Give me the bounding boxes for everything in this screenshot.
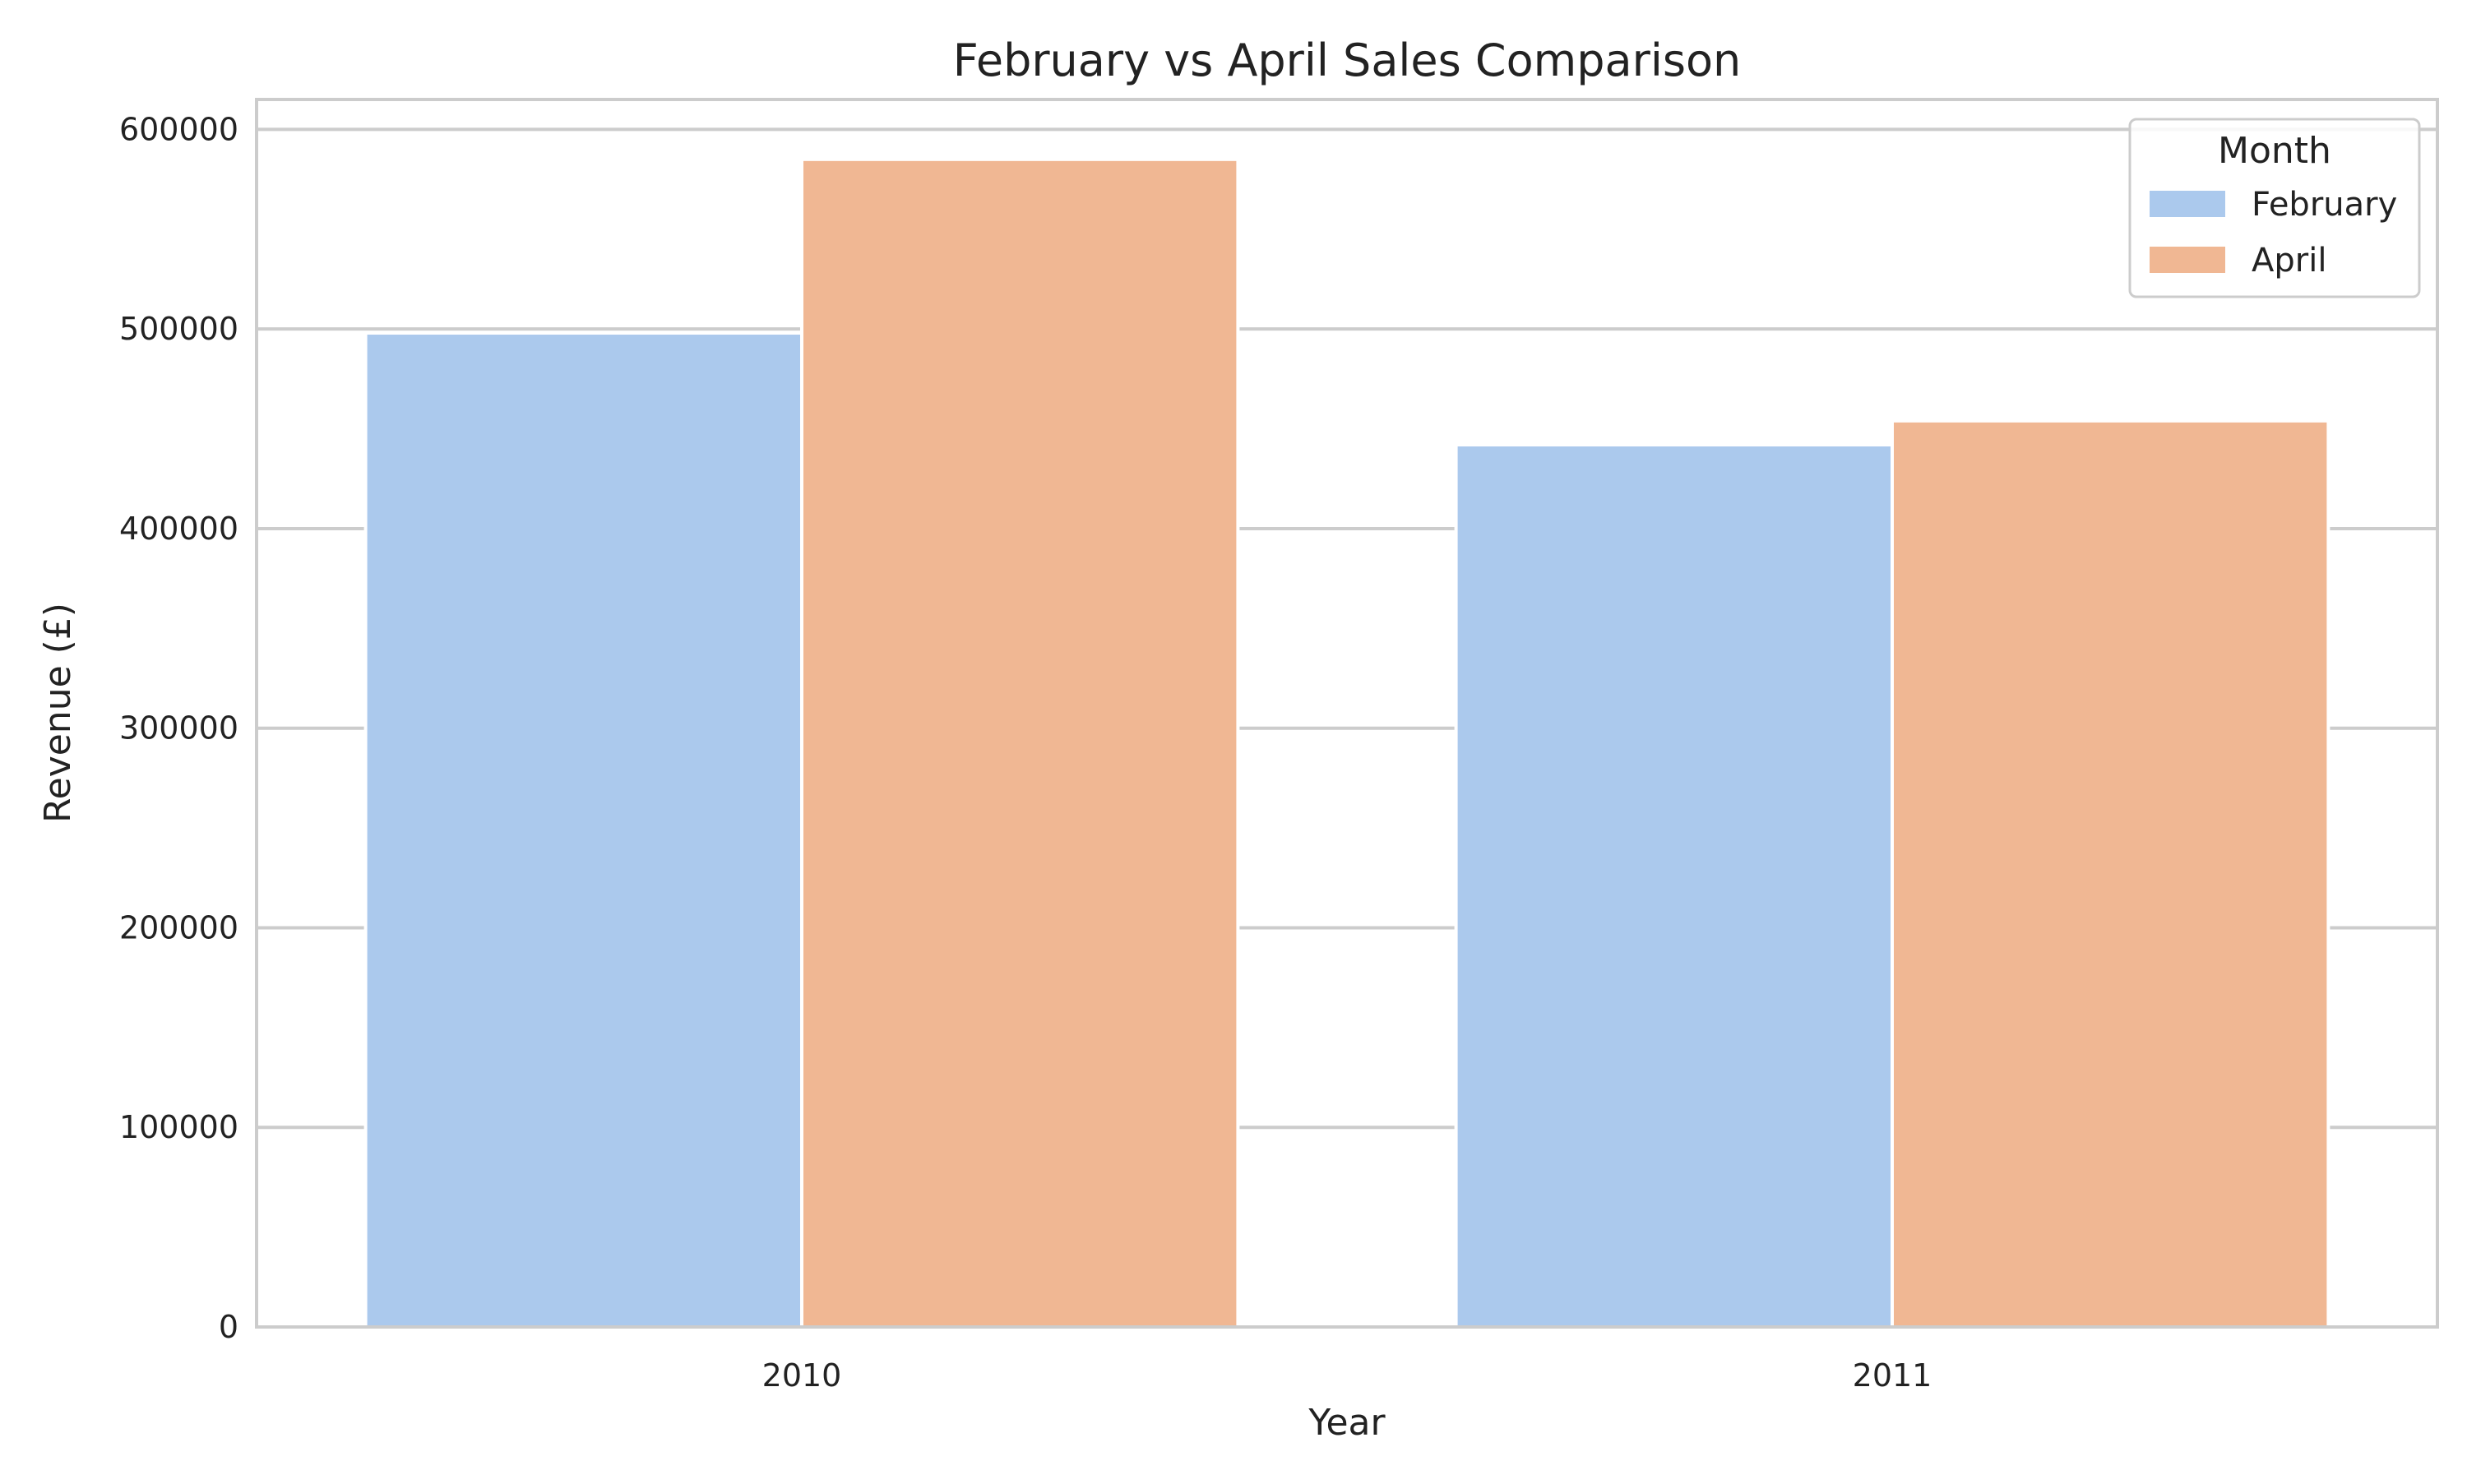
x-tick-label: 2011 <box>1853 1357 1932 1394</box>
y-axis-label: Revenue (£) <box>37 603 79 823</box>
chart-title: February vs April Sales Comparison <box>953 35 1742 86</box>
y-tick-label: 400000 <box>119 511 238 547</box>
x-tick-label: 2010 <box>762 1357 842 1394</box>
legend-swatch-february <box>2150 191 2225 217</box>
legend-items: February April <box>2150 186 2397 280</box>
x-axis-ticks: 2010 2011 <box>762 1357 1932 1394</box>
bar-april-2010 <box>800 157 1240 1329</box>
y-tick-label: 100000 <box>119 1109 238 1145</box>
y-tick-label: 200000 <box>119 909 238 945</box>
y-tick-label: 600000 <box>119 111 238 147</box>
bar-february-2010 <box>363 331 804 1329</box>
legend-title: Month <box>2218 130 2331 172</box>
legend-label-february: February <box>2252 186 2397 224</box>
y-tick-label: 300000 <box>119 710 238 747</box>
plot-frame <box>255 98 2439 1329</box>
y-axis-ticks: 0 100000 200000 300000 400000 500000 600000 <box>119 111 238 1345</box>
legend: Month February April <box>2128 118 2421 298</box>
legend-swatch-april <box>2150 247 2225 273</box>
y-tick-label: 500000 <box>119 311 238 347</box>
y-tick-label: 0 <box>219 1309 238 1345</box>
x-axis-label: Year <box>1308 1402 1386 1444</box>
legend-label-april: April <box>2252 242 2326 280</box>
bar-february-2011 <box>1454 442 1894 1329</box>
bar-april-2011 <box>1891 418 2330 1329</box>
